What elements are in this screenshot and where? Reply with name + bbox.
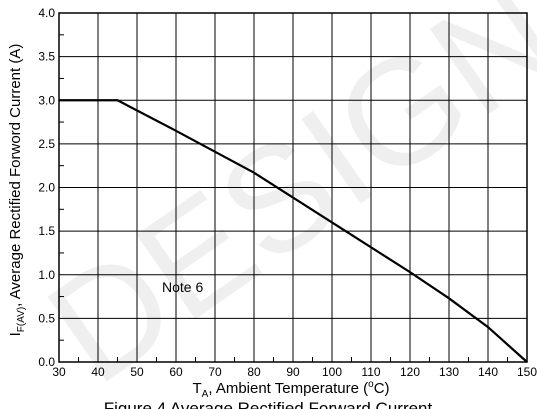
x-tick-label: 30 xyxy=(52,365,66,379)
y-axis-label-rest: , Average Rectified Forword Current (A) xyxy=(7,44,24,307)
figure-caption: Figure 4 Average Rectified Forward Curre… xyxy=(104,399,433,409)
x-tick-label: 120 xyxy=(400,365,420,379)
x-tick-labels: 30 40 50 60 70 80 90 100 110 120 130 140 150 xyxy=(52,365,537,379)
x-axis-label: TA, Ambient Temperature (oC) xyxy=(192,379,389,400)
y-tick-label: 1.0 xyxy=(38,268,55,282)
y-tick-labels: 0.0 0.5 1.0 1.5 2.0 2.5 3.0 3.5 4.0 xyxy=(38,6,55,369)
y-tick-label: 0.5 xyxy=(38,311,55,325)
y-tick-label: 2.0 xyxy=(38,181,55,195)
x-tick-label: 130 xyxy=(439,365,459,379)
watermark: DESIGNS xyxy=(19,0,537,409)
watermark-text: DESIGNS xyxy=(19,0,537,409)
y-tick-label: 0.0 xyxy=(38,355,55,369)
x-axis-label-sub: A xyxy=(202,389,209,400)
x-tick-label: 80 xyxy=(247,365,261,379)
plot-frame xyxy=(58,12,528,363)
x-tick-label: 40 xyxy=(91,365,105,379)
y-axis-label: IF(AV), Average Rectified Forword Curren… xyxy=(7,44,27,337)
x-tick-label: 150 xyxy=(517,365,537,379)
x-tick-label: 50 xyxy=(130,365,144,379)
annotation-note: Note 6 xyxy=(162,279,203,295)
y-tick-label: 3.5 xyxy=(38,50,55,64)
x-tick-label: 90 xyxy=(286,365,300,379)
series-line xyxy=(59,99,528,363)
x-axis-label-rest: , Ambient Temperature ( xyxy=(208,380,368,397)
y-tick-label: 2.5 xyxy=(38,137,55,151)
x-tick-label: 60 xyxy=(169,365,183,379)
x-tick-label: 110 xyxy=(361,365,380,379)
y-axis-label-sub: F(AV) xyxy=(16,307,27,332)
y-tick-label: 3.0 xyxy=(38,93,55,107)
x-axis-label-unit: C) xyxy=(374,380,390,397)
x-tick-label: 140 xyxy=(478,365,498,379)
x-axis-label-main: T xyxy=(192,380,201,397)
x-tick-label: 70 xyxy=(208,365,222,379)
y-axis-label-main: I xyxy=(7,332,24,336)
x-axis-label-sup: o xyxy=(368,379,374,390)
x-tick-label: 100 xyxy=(322,365,342,379)
y-tick-label: 4.0 xyxy=(38,6,55,20)
y-tick-label: 1.5 xyxy=(38,224,55,238)
